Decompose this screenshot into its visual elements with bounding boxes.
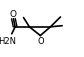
Text: O: O xyxy=(9,10,16,19)
Text: O: O xyxy=(37,36,44,45)
Text: H2N: H2N xyxy=(0,37,16,45)
